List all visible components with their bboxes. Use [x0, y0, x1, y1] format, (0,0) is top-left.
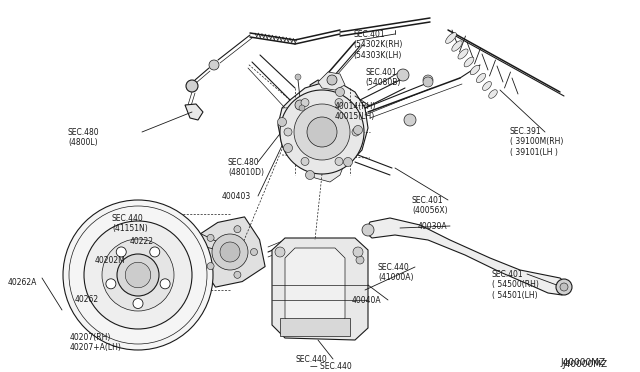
Circle shape [423, 77, 433, 87]
Circle shape [560, 283, 568, 291]
Text: SEC.440
(41000A): SEC.440 (41000A) [378, 263, 413, 282]
Circle shape [207, 263, 214, 270]
Text: SEC.440
(41151N): SEC.440 (41151N) [112, 214, 148, 233]
Text: SEC.401
(54302K(RH)
(54303K(LH): SEC.401 (54302K(RH) (54303K(LH) [353, 30, 403, 60]
Polygon shape [285, 248, 345, 328]
Circle shape [344, 157, 353, 167]
Circle shape [278, 118, 287, 126]
Text: SEC.440: SEC.440 [295, 355, 327, 364]
Circle shape [125, 262, 151, 288]
Circle shape [275, 247, 285, 257]
Circle shape [404, 114, 416, 126]
Circle shape [284, 144, 292, 153]
Circle shape [280, 90, 364, 174]
Ellipse shape [476, 73, 486, 83]
Polygon shape [365, 218, 568, 295]
Ellipse shape [458, 49, 468, 59]
Circle shape [212, 234, 248, 270]
Text: SEC.401
( 54500(RH)
( 54501(LH): SEC.401 ( 54500(RH) ( 54501(LH) [492, 270, 539, 300]
Polygon shape [318, 72, 345, 90]
Ellipse shape [452, 41, 462, 51]
Circle shape [353, 125, 362, 135]
Circle shape [301, 99, 309, 106]
Circle shape [207, 234, 214, 241]
Text: SEC.480
(48010D): SEC.480 (48010D) [228, 158, 264, 177]
Circle shape [234, 226, 241, 232]
Circle shape [307, 117, 337, 147]
Polygon shape [278, 82, 368, 172]
Circle shape [397, 69, 409, 81]
Circle shape [301, 157, 309, 166]
Polygon shape [280, 318, 350, 336]
Circle shape [335, 87, 344, 96]
Polygon shape [272, 238, 368, 340]
Circle shape [234, 271, 241, 278]
Text: 40030A: 40030A [418, 222, 447, 231]
Circle shape [299, 105, 305, 111]
Circle shape [117, 254, 159, 296]
Circle shape [284, 128, 292, 136]
Text: 40040A: 40040A [352, 296, 381, 305]
Circle shape [295, 74, 301, 80]
Circle shape [133, 298, 143, 308]
Circle shape [335, 157, 343, 166]
Circle shape [353, 247, 363, 257]
Circle shape [335, 99, 343, 106]
Circle shape [160, 279, 170, 289]
Ellipse shape [445, 33, 456, 44]
Circle shape [106, 279, 116, 289]
Text: SEC.480
(4800L): SEC.480 (4800L) [68, 128, 100, 147]
Circle shape [63, 200, 213, 350]
Circle shape [295, 100, 305, 110]
Polygon shape [310, 80, 330, 97]
Circle shape [150, 247, 160, 257]
Circle shape [556, 279, 572, 295]
Polygon shape [185, 104, 203, 120]
Text: J40000MZ: J40000MZ [560, 358, 605, 367]
Circle shape [220, 242, 240, 262]
Text: SEC.401
(40056X): SEC.401 (40056X) [412, 196, 447, 215]
Text: J40000MZ: J40000MZ [562, 360, 607, 369]
Text: 40202M: 40202M [95, 256, 125, 265]
Polygon shape [195, 217, 265, 287]
Text: 40014(RH)
40015(LH): 40014(RH) 40015(LH) [335, 102, 376, 121]
Text: SEC.401
(54080B): SEC.401 (54080B) [365, 68, 401, 87]
Circle shape [102, 239, 174, 311]
Circle shape [356, 256, 364, 264]
Circle shape [352, 128, 360, 136]
Circle shape [209, 60, 219, 70]
Text: SEC.391
( 39100M(RH)
( 39101(LH ): SEC.391 ( 39100M(RH) ( 39101(LH ) [510, 127, 563, 157]
Circle shape [423, 75, 433, 85]
Circle shape [305, 170, 314, 180]
Ellipse shape [489, 90, 497, 98]
Text: 40262A: 40262A [8, 278, 37, 287]
Text: 400403: 400403 [222, 192, 252, 201]
Circle shape [362, 224, 374, 236]
Text: 40207(RH)
40207+A(LH): 40207(RH) 40207+A(LH) [70, 333, 122, 352]
Polygon shape [305, 162, 345, 182]
Ellipse shape [483, 81, 492, 90]
Circle shape [116, 247, 126, 257]
Ellipse shape [470, 65, 480, 75]
Text: 40222: 40222 [130, 237, 154, 246]
Circle shape [186, 80, 198, 92]
Text: — SEC.440: — SEC.440 [310, 362, 352, 371]
Circle shape [84, 221, 192, 329]
Circle shape [250, 248, 257, 256]
Ellipse shape [464, 57, 474, 67]
Text: 40262: 40262 [75, 295, 99, 304]
Circle shape [327, 75, 337, 85]
Circle shape [294, 104, 350, 160]
